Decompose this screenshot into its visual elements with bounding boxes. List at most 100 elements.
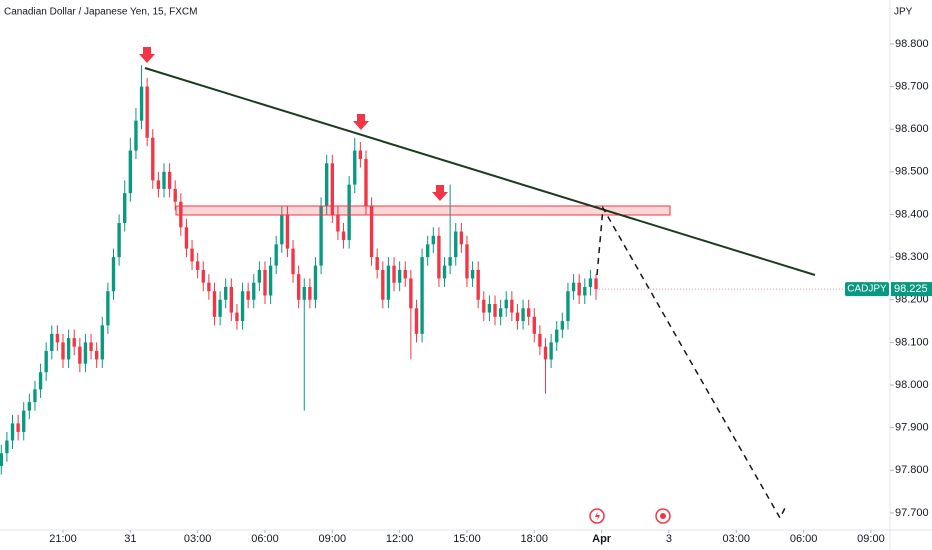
candle-body [381,269,385,300]
candle-body [139,86,144,121]
candle-body [493,304,497,317]
candle-body [302,286,306,300]
candle-body [167,171,172,189]
event-icon[interactable] [589,508,605,524]
price-label: 98.225 [894,283,928,295]
candle-body [409,278,413,309]
x-tick-label: 12:00 [386,533,414,545]
candle-body [162,171,166,189]
candle-body [78,346,82,364]
candle-body [375,257,379,270]
candle-body [594,278,598,290]
y-tick-label: 98.700 [895,80,929,92]
candle-body [521,308,525,322]
candle-body [55,333,60,343]
candle-body [61,342,65,360]
candle-body [16,423,20,432]
candle-body [397,269,402,283]
candle-body [156,180,161,189]
candle-body [268,265,273,296]
candle-body [487,304,492,313]
x-tick-label: 09:00 [857,533,885,545]
candle-body [22,410,26,432]
candle-body [100,325,104,360]
candle-body [184,227,189,249]
candle-body [543,346,548,360]
candle-body [246,291,250,300]
x-tick-label: 06:00 [251,533,279,545]
candle-body [195,261,200,270]
candle-body [482,299,486,313]
candle-body [538,333,542,347]
candle-body [5,440,9,454]
x-tick-label: 15:00 [453,533,481,545]
x-tick-label: 03:00 [723,533,751,545]
candle-body [94,350,99,360]
candle-body [173,188,177,202]
arrow [353,114,369,130]
candle-body [465,244,469,279]
candle-body [532,316,536,334]
candle-body [431,235,435,245]
candle-body [10,423,15,441]
candle-body [347,184,351,241]
candle-body [470,269,475,279]
symbol-badge [845,282,889,297]
candle-body [240,291,245,322]
candle-body [179,201,183,228]
candle-body [83,342,88,364]
candle-body [498,308,503,317]
candle-body [442,265,447,279]
arrow [432,185,448,201]
candle-body [218,299,222,317]
candle-body [296,274,301,300]
candle-body [549,342,553,360]
candle-body [459,231,464,245]
candle-body [448,257,452,266]
candle-body [123,193,127,224]
candle-body [364,159,368,206]
candle-body [111,257,116,292]
candle-body [358,150,363,160]
event-icon[interactable] [655,508,671,524]
x-tick-label: 21:00 [49,533,77,545]
symbol-label: CADJPY [847,284,887,295]
candle-body [212,291,217,317]
price-badge [891,282,932,297]
candle-body [515,312,520,322]
candle-body [151,137,155,181]
y-tick-label: 97.900 [895,422,929,434]
x-tick-label: 09:00 [319,533,347,545]
candle-body [0,453,3,467]
candle-body [577,282,581,296]
candle-body [263,269,267,296]
candle-body [229,286,234,313]
resistance-zone [175,205,671,216]
candle-body [72,338,76,347]
candle-body [341,231,346,241]
candle-body [89,342,93,351]
candle-body [437,235,441,279]
x-tick-label: Apr [592,533,612,545]
candle-body [291,248,295,275]
y-tick-label: 98.500 [895,166,929,178]
candle-body [308,286,312,300]
candle-body [44,350,48,373]
x-tick-label: 03:00 [184,533,212,545]
x-tick-label: 06:00 [790,533,818,545]
candle-body [33,389,37,403]
candle-body [257,269,262,283]
candle-body [66,338,71,360]
candle-body [50,333,54,351]
y-axis-label: JPY [894,7,913,18]
plot [0,65,890,475]
candle-body [134,120,138,151]
candle-body [38,372,43,390]
candle-body [392,265,396,283]
candle-body [145,86,149,138]
candle-body [526,308,531,317]
candle-body [555,329,559,343]
projection-path [596,205,786,520]
candle-body [252,282,256,300]
